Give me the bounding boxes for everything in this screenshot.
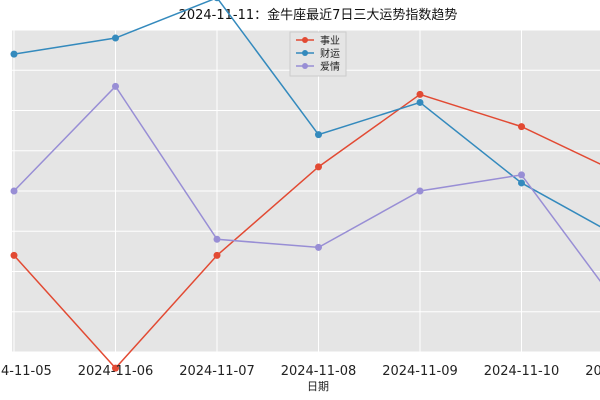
x-axis-label: 日期 — [307, 380, 329, 393]
data-point — [518, 123, 525, 131]
legend-marker — [302, 50, 308, 56]
data-point — [112, 34, 119, 42]
data-point — [112, 364, 119, 372]
legend-marker — [302, 37, 308, 43]
x-tick-label: 2024-11-06 — [78, 364, 154, 379]
data-point — [10, 187, 18, 195]
legend-marker — [302, 63, 308, 69]
chart-title: 2024-11-11：金牛座最近7日三大运势指数趋势 — [179, 7, 458, 23]
data-point — [315, 243, 322, 251]
legend-label: 财运 — [320, 47, 340, 60]
legend-label: 爱情 — [320, 60, 340, 73]
data-point — [518, 171, 525, 179]
data-point — [213, 251, 221, 259]
x-tick-label: 2024-11-05 — [0, 364, 52, 379]
x-tick-label: 2024-11-08 — [281, 364, 357, 379]
data-point — [416, 98, 424, 106]
data-point — [315, 131, 322, 139]
data-point — [213, 235, 221, 243]
x-tick-label: 2024-11-07 — [179, 364, 255, 379]
x-tick-label: 2024-11-09 — [382, 364, 458, 379]
data-point — [416, 187, 424, 195]
data-point — [112, 82, 119, 90]
data-point — [10, 251, 18, 259]
legend-label: 事业 — [320, 34, 340, 47]
data-point — [416, 90, 424, 98]
x-tick-label: 2024-11-11 — [585, 364, 600, 379]
data-point — [214, 0, 220, 2]
x-tick-label: 2024-11-10 — [484, 364, 560, 379]
data-point — [518, 179, 525, 187]
data-point — [315, 163, 322, 171]
data-point — [10, 50, 18, 58]
series-group — [10, 0, 600, 372]
x-tick-labels: 2024-11-05 2024-11-06 2024-11-07 2024-11-08… — [0, 364, 600, 379]
